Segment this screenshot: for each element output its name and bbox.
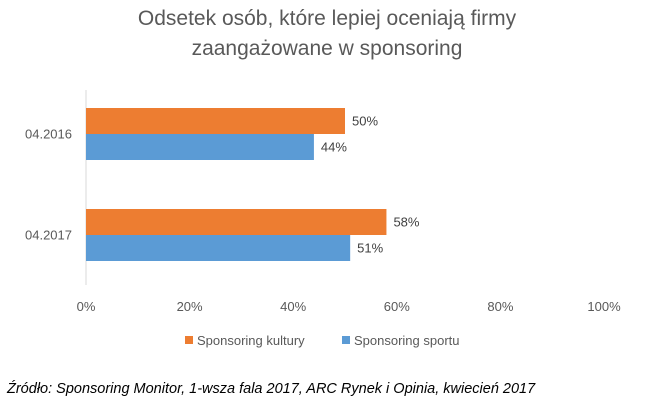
chart-title-line-2: zaangażowane w sponsoring: [192, 37, 463, 60]
legend-label-sportu: Sponsoring sportu: [354, 333, 460, 348]
legend-label-kultury: Sponsoring kultury: [197, 333, 305, 348]
legend-swatch-sportu: [342, 336, 350, 344]
x-tick-label-5: 100%: [587, 299, 621, 314]
bar-kultury-04-2017: [86, 209, 387, 235]
data-label-sportu-04-2017: 51%: [357, 241, 383, 256]
legend-swatch-kultury: [185, 336, 193, 344]
category-label-04-2017: 04.2017: [25, 228, 72, 243]
data-label-kultury-04-2016: 50%: [352, 114, 378, 129]
plot-area: 50% 44% 04.2016 58% 51% 04.2017 0% 20% 40% 60% 80%…: [25, 90, 621, 314]
x-tick-label-1: 20%: [177, 299, 203, 314]
legend: Sponsoring kultury Sponsoring sportu: [185, 333, 460, 348]
x-tick-label-3: 60%: [384, 299, 410, 314]
data-label-sportu-04-2016: 44%: [321, 140, 347, 155]
data-label-kultury-04-2017: 58%: [393, 215, 419, 230]
x-tick-label-4: 80%: [487, 299, 513, 314]
x-tick-label-0: 0%: [77, 299, 96, 314]
chart-title-line-1: Odsetek osób, które lepiej oceniają firm…: [138, 7, 517, 30]
bar-chart: Odsetek osób, które lepiej oceniają firm…: [25, 7, 621, 348]
category-label-04-2016: 04.2016: [25, 127, 72, 142]
source-note: Źródło: Sponsoring Monitor, 1-wsza fala …: [7, 381, 536, 397]
bar-kultury-04-2016: [86, 108, 345, 134]
bar-sportu-04-2016: [86, 134, 314, 160]
bar-sportu-04-2017: [86, 235, 351, 261]
x-tick-label-2: 40%: [280, 299, 306, 314]
